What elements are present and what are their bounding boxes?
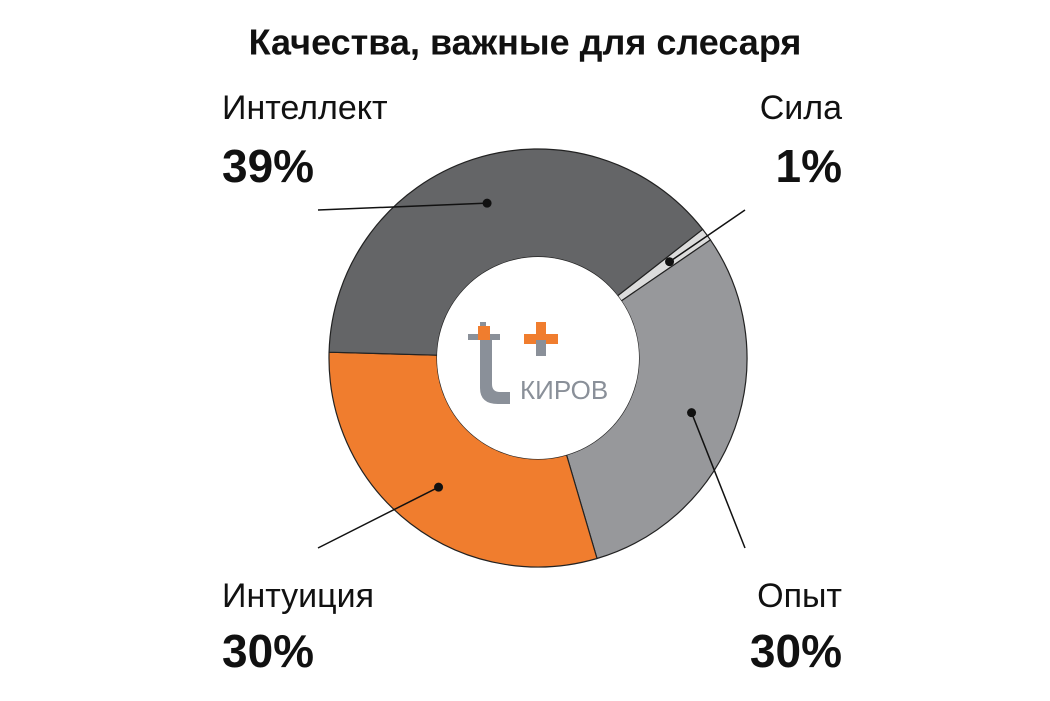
leader-dot — [687, 408, 697, 418]
value-label: 30% — [222, 625, 314, 677]
leader-line — [317, 486, 439, 549]
logo: КИРОВ — [468, 322, 608, 405]
value-label: 30% — [750, 625, 842, 677]
logo-accent — [524, 322, 558, 356]
leader-line — [690, 412, 746, 549]
logo-mark — [468, 322, 510, 404]
donut-hole — [437, 257, 639, 459]
slice-label: Интуиция — [222, 577, 374, 615]
chart-title: Качества, важные для слесаря — [249, 22, 802, 63]
slice-label: Интеллект — [222, 89, 388, 127]
leader-dot — [482, 198, 492, 208]
value-label: 39% — [222, 140, 314, 192]
leader-dot — [434, 482, 444, 492]
slice-label: Опыт — [757, 577, 842, 615]
donut — [328, 148, 748, 568]
leader-line — [669, 209, 746, 263]
slice-label: Сила — [760, 89, 842, 127]
logo-text: КИРОВ — [520, 375, 608, 405]
leader-dot — [665, 257, 675, 267]
leader-line — [317, 202, 488, 211]
logo-accent — [478, 326, 490, 340]
value-label: 1% — [776, 140, 842, 192]
logo-mark — [536, 340, 546, 356]
